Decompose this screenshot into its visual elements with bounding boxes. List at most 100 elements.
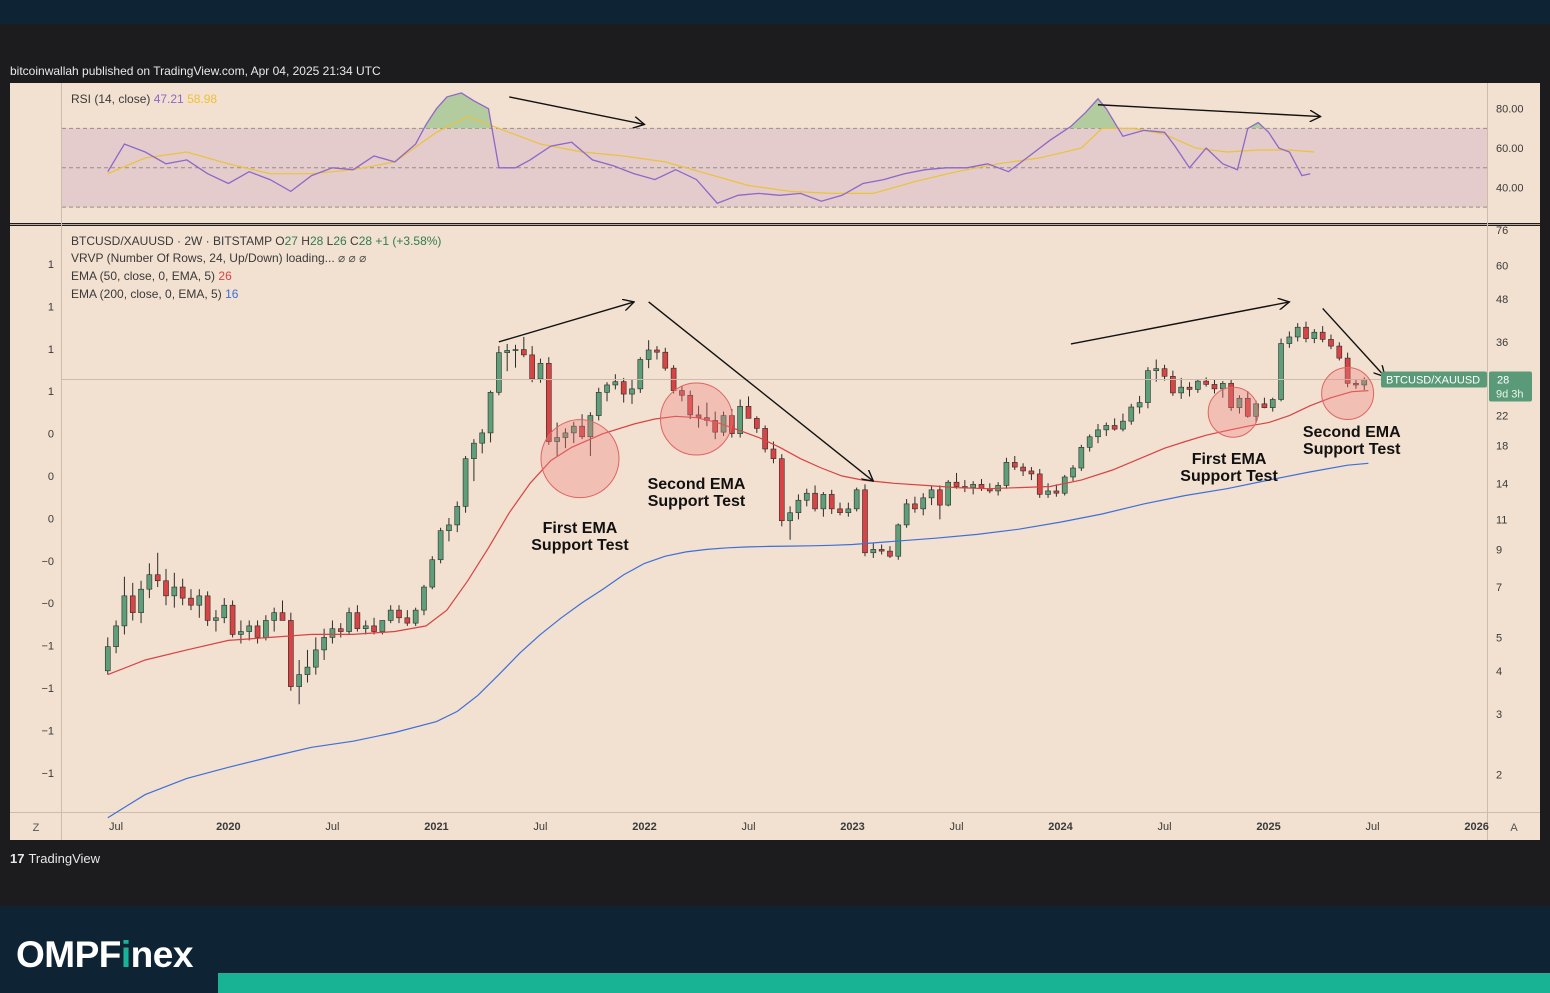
- candle[interactable]: [1203, 380, 1209, 385]
- candle[interactable]: [462, 458, 469, 507]
- candle[interactable]: [1336, 345, 1343, 359]
- candle[interactable]: [104, 646, 111, 672]
- candle[interactable]: [1319, 331, 1326, 340]
- candle[interactable]: [645, 349, 652, 360]
- candle[interactable]: [1061, 476, 1068, 494]
- candle[interactable]: [687, 394, 694, 416]
- candle[interactable]: [1294, 326, 1301, 338]
- candle[interactable]: [204, 595, 211, 621]
- candle[interactable]: [1161, 368, 1168, 377]
- candle[interactable]: [554, 437, 560, 442]
- candle[interactable]: [279, 612, 286, 621]
- candle[interactable]: [587, 415, 594, 438]
- candle[interactable]: [496, 352, 502, 393]
- candle[interactable]: [471, 442, 477, 459]
- candle[interactable]: [288, 620, 294, 687]
- candle[interactable]: [1020, 466, 1026, 472]
- candle[interactable]: [179, 586, 186, 599]
- candle[interactable]: [263, 620, 269, 638]
- candle[interactable]: [396, 609, 402, 619]
- candle[interactable]: [570, 425, 577, 434]
- candle[interactable]: [188, 597, 194, 606]
- candle[interactable]: [1328, 339, 1334, 347]
- candle[interactable]: [529, 354, 535, 380]
- candle[interactable]: [754, 418, 760, 429]
- candle[interactable]: [437, 530, 444, 561]
- candle[interactable]: [953, 481, 960, 487]
- candle[interactable]: [912, 503, 918, 510]
- candle[interactable]: [770, 448, 777, 459]
- candle[interactable]: [163, 580, 169, 597]
- candle[interactable]: [229, 604, 236, 635]
- candle[interactable]: [1170, 376, 1176, 394]
- candle[interactable]: [920, 497, 927, 510]
- candle[interactable]: [346, 612, 352, 632]
- candle[interactable]: [1028, 470, 1035, 475]
- candle[interactable]: [121, 595, 128, 627]
- candle[interactable]: [304, 666, 311, 675]
- candle[interactable]: [1178, 386, 1184, 394]
- candle[interactable]: [329, 628, 336, 638]
- candle[interactable]: [837, 508, 843, 514]
- candle[interactable]: [737, 406, 743, 434]
- candle[interactable]: [579, 425, 585, 438]
- candle[interactable]: [1211, 384, 1218, 390]
- candle[interactable]: [778, 458, 785, 522]
- candle[interactable]: [1086, 436, 1093, 448]
- candle[interactable]: [545, 362, 552, 442]
- candle[interactable]: [1103, 425, 1110, 431]
- candle[interactable]: [487, 392, 494, 434]
- candle[interactable]: [254, 625, 261, 638]
- candle[interactable]: [795, 499, 802, 514]
- candle[interactable]: [296, 674, 302, 687]
- candle[interactable]: [1153, 368, 1160, 371]
- candle[interactable]: [629, 388, 635, 395]
- candle[interactable]: [154, 574, 161, 582]
- candle[interactable]: [213, 617, 219, 621]
- time-axis[interactable]: [10, 812, 1540, 840]
- candle[interactable]: [1095, 429, 1101, 438]
- candle[interactable]: [512, 349, 519, 351]
- candle[interactable]: [970, 484, 976, 488]
- candle[interactable]: [828, 494, 835, 510]
- candle[interactable]: [662, 351, 669, 369]
- candle[interactable]: [1136, 402, 1143, 408]
- candle[interactable]: [129, 595, 136, 613]
- candle[interactable]: [1244, 397, 1251, 417]
- candle[interactable]: [504, 350, 510, 353]
- candle[interactable]: [878, 549, 885, 552]
- candle[interactable]: [1070, 467, 1076, 478]
- candle[interactable]: [1078, 447, 1085, 469]
- candle[interactable]: [604, 384, 610, 393]
- candle[interactable]: [862, 489, 868, 554]
- candle[interactable]: [321, 637, 327, 651]
- candle[interactable]: [1053, 490, 1060, 494]
- candle[interactable]: [887, 550, 893, 557]
- candle[interactable]: [1236, 397, 1243, 408]
- candle[interactable]: [637, 359, 644, 390]
- candle[interactable]: [246, 625, 253, 632]
- candle[interactable]: [1269, 399, 1276, 408]
- candle[interactable]: [853, 489, 860, 510]
- candle[interactable]: [745, 406, 752, 419]
- candle[interactable]: [712, 420, 719, 433]
- candle[interactable]: [1195, 380, 1201, 390]
- candle[interactable]: [171, 586, 178, 597]
- candle[interactable]: [1186, 386, 1193, 390]
- candle[interactable]: [1011, 462, 1018, 468]
- candle[interactable]: [937, 489, 943, 506]
- candle[interactable]: [1036, 473, 1043, 495]
- candle[interactable]: [812, 492, 818, 510]
- candle[interactable]: [820, 494, 827, 510]
- candle[interactable]: [354, 612, 361, 629]
- candle[interactable]: [371, 625, 377, 632]
- candle[interactable]: [1278, 343, 1284, 400]
- candle[interactable]: [429, 559, 436, 588]
- candle[interactable]: [1344, 357, 1351, 384]
- candle[interactable]: [421, 586, 427, 611]
- candle[interactable]: [1228, 382, 1234, 408]
- candle[interactable]: [404, 617, 411, 624]
- candle[interactable]: [337, 628, 344, 632]
- candle[interactable]: [521, 349, 527, 356]
